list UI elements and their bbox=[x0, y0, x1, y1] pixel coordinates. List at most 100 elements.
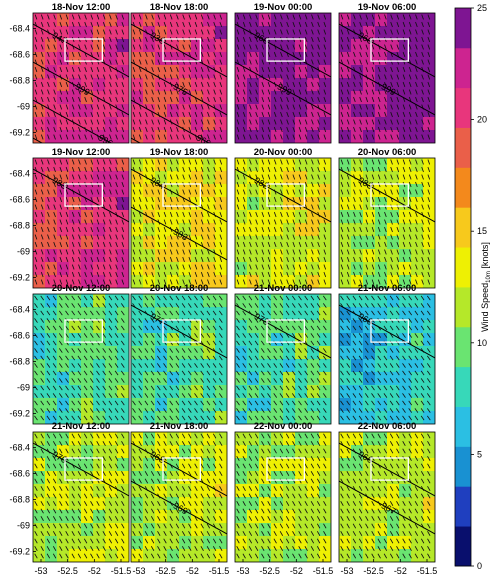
wind-barb bbox=[90, 501, 94, 506]
wind-barb bbox=[212, 385, 217, 391]
wind-barb bbox=[46, 463, 51, 469]
speed-cell bbox=[117, 249, 129, 263]
speed-cell bbox=[81, 65, 94, 79]
wind-barb bbox=[377, 166, 381, 173]
wind-barb bbox=[261, 493, 265, 499]
wind-barb bbox=[102, 393, 107, 398]
wind-barb bbox=[108, 531, 113, 536]
wind-barb bbox=[267, 463, 271, 469]
wind-barb bbox=[427, 226, 431, 233]
wind-barb bbox=[304, 134, 308, 140]
wind-barb bbox=[121, 456, 125, 461]
wind-barb bbox=[120, 393, 125, 398]
wind-barb bbox=[371, 189, 375, 195]
wind-barb bbox=[188, 196, 192, 203]
speed-cell bbox=[363, 275, 376, 288]
wind-barb bbox=[176, 241, 179, 248]
wind-barb bbox=[121, 538, 125, 544]
wind-barb bbox=[273, 370, 278, 376]
wind-barb bbox=[71, 408, 76, 413]
wind-barb bbox=[53, 14, 56, 20]
wind-barb bbox=[115, 204, 118, 210]
wind-barb bbox=[163, 51, 167, 58]
speed-cell bbox=[295, 236, 308, 250]
wind-barb bbox=[346, 333, 351, 338]
wind-barb bbox=[346, 59, 350, 65]
wind-barb bbox=[207, 119, 210, 125]
wind-barb bbox=[254, 348, 259, 353]
speed-cell bbox=[57, 171, 70, 185]
wind-barb bbox=[200, 189, 204, 195]
wind-barb bbox=[65, 271, 69, 278]
wind-barb bbox=[151, 74, 154, 80]
wind-barb bbox=[169, 256, 173, 263]
wind-barb bbox=[219, 211, 223, 218]
wind-barb bbox=[108, 303, 113, 308]
wind-barb bbox=[255, 181, 258, 188]
speed-cell bbox=[339, 398, 352, 412]
wind-barb bbox=[279, 415, 284, 421]
wind-barb bbox=[396, 249, 400, 255]
wind-barb bbox=[261, 96, 265, 103]
wind-barb bbox=[254, 340, 259, 346]
wind-barb bbox=[132, 14, 136, 20]
speed-cell bbox=[81, 39, 94, 53]
wind-barb bbox=[261, 196, 265, 203]
wind-barb bbox=[102, 126, 106, 133]
speed-cell bbox=[319, 158, 331, 172]
wind-barb bbox=[371, 14, 375, 20]
wind-barb bbox=[163, 14, 167, 20]
wind-barb bbox=[163, 501, 167, 506]
wind-barb bbox=[169, 310, 174, 316]
wind-barb bbox=[311, 249, 314, 255]
wind-barb bbox=[267, 303, 271, 308]
wind-barb bbox=[34, 181, 38, 188]
wind-barb bbox=[254, 493, 259, 499]
wind-barb bbox=[353, 89, 356, 95]
wind-barb bbox=[132, 249, 136, 255]
wind-barb bbox=[219, 196, 223, 203]
wind-barb bbox=[145, 74, 148, 80]
wind-barb bbox=[359, 279, 362, 285]
wind-barb bbox=[359, 104, 362, 110]
wind-barb bbox=[383, 303, 388, 308]
wind-barb bbox=[310, 486, 315, 491]
wind-barb bbox=[340, 204, 344, 210]
speed-cell bbox=[399, 104, 412, 118]
wind-barb bbox=[132, 310, 136, 316]
wind-barb bbox=[40, 89, 44, 95]
wind-barb bbox=[206, 493, 211, 499]
wind-barb bbox=[219, 271, 223, 278]
wind-barb bbox=[114, 318, 119, 323]
speed-cell bbox=[351, 320, 364, 334]
wind-barb bbox=[83, 348, 88, 353]
wind-barb bbox=[273, 363, 278, 368]
wind-barb bbox=[255, 21, 258, 28]
wind-barb bbox=[427, 104, 431, 110]
wind-barb bbox=[187, 415, 192, 421]
wind-barb bbox=[108, 501, 113, 506]
wind-barb bbox=[384, 29, 387, 35]
wind-barb bbox=[96, 433, 100, 439]
wind-barb bbox=[358, 325, 363, 331]
speed-cell bbox=[339, 359, 352, 373]
wind-barb bbox=[40, 516, 44, 521]
wind-barb bbox=[311, 119, 314, 125]
speed-cell bbox=[215, 398, 227, 412]
wind-barb bbox=[83, 363, 88, 368]
wind-barb bbox=[298, 415, 302, 421]
speed-cell bbox=[69, 197, 82, 211]
wind-barb bbox=[249, 59, 252, 65]
wind-barb bbox=[310, 378, 315, 383]
wind-barb bbox=[242, 89, 246, 95]
speed-cell bbox=[339, 197, 352, 211]
wind-barb bbox=[396, 119, 400, 125]
wind-barb bbox=[371, 66, 375, 73]
wind-barb bbox=[163, 21, 167, 28]
speed-cell bbox=[117, 510, 129, 524]
wind-barb bbox=[249, 241, 252, 248]
speed-cell bbox=[399, 294, 412, 308]
wind-barb bbox=[144, 363, 149, 368]
wind-barb bbox=[46, 363, 51, 368]
wind-barb bbox=[359, 119, 362, 125]
